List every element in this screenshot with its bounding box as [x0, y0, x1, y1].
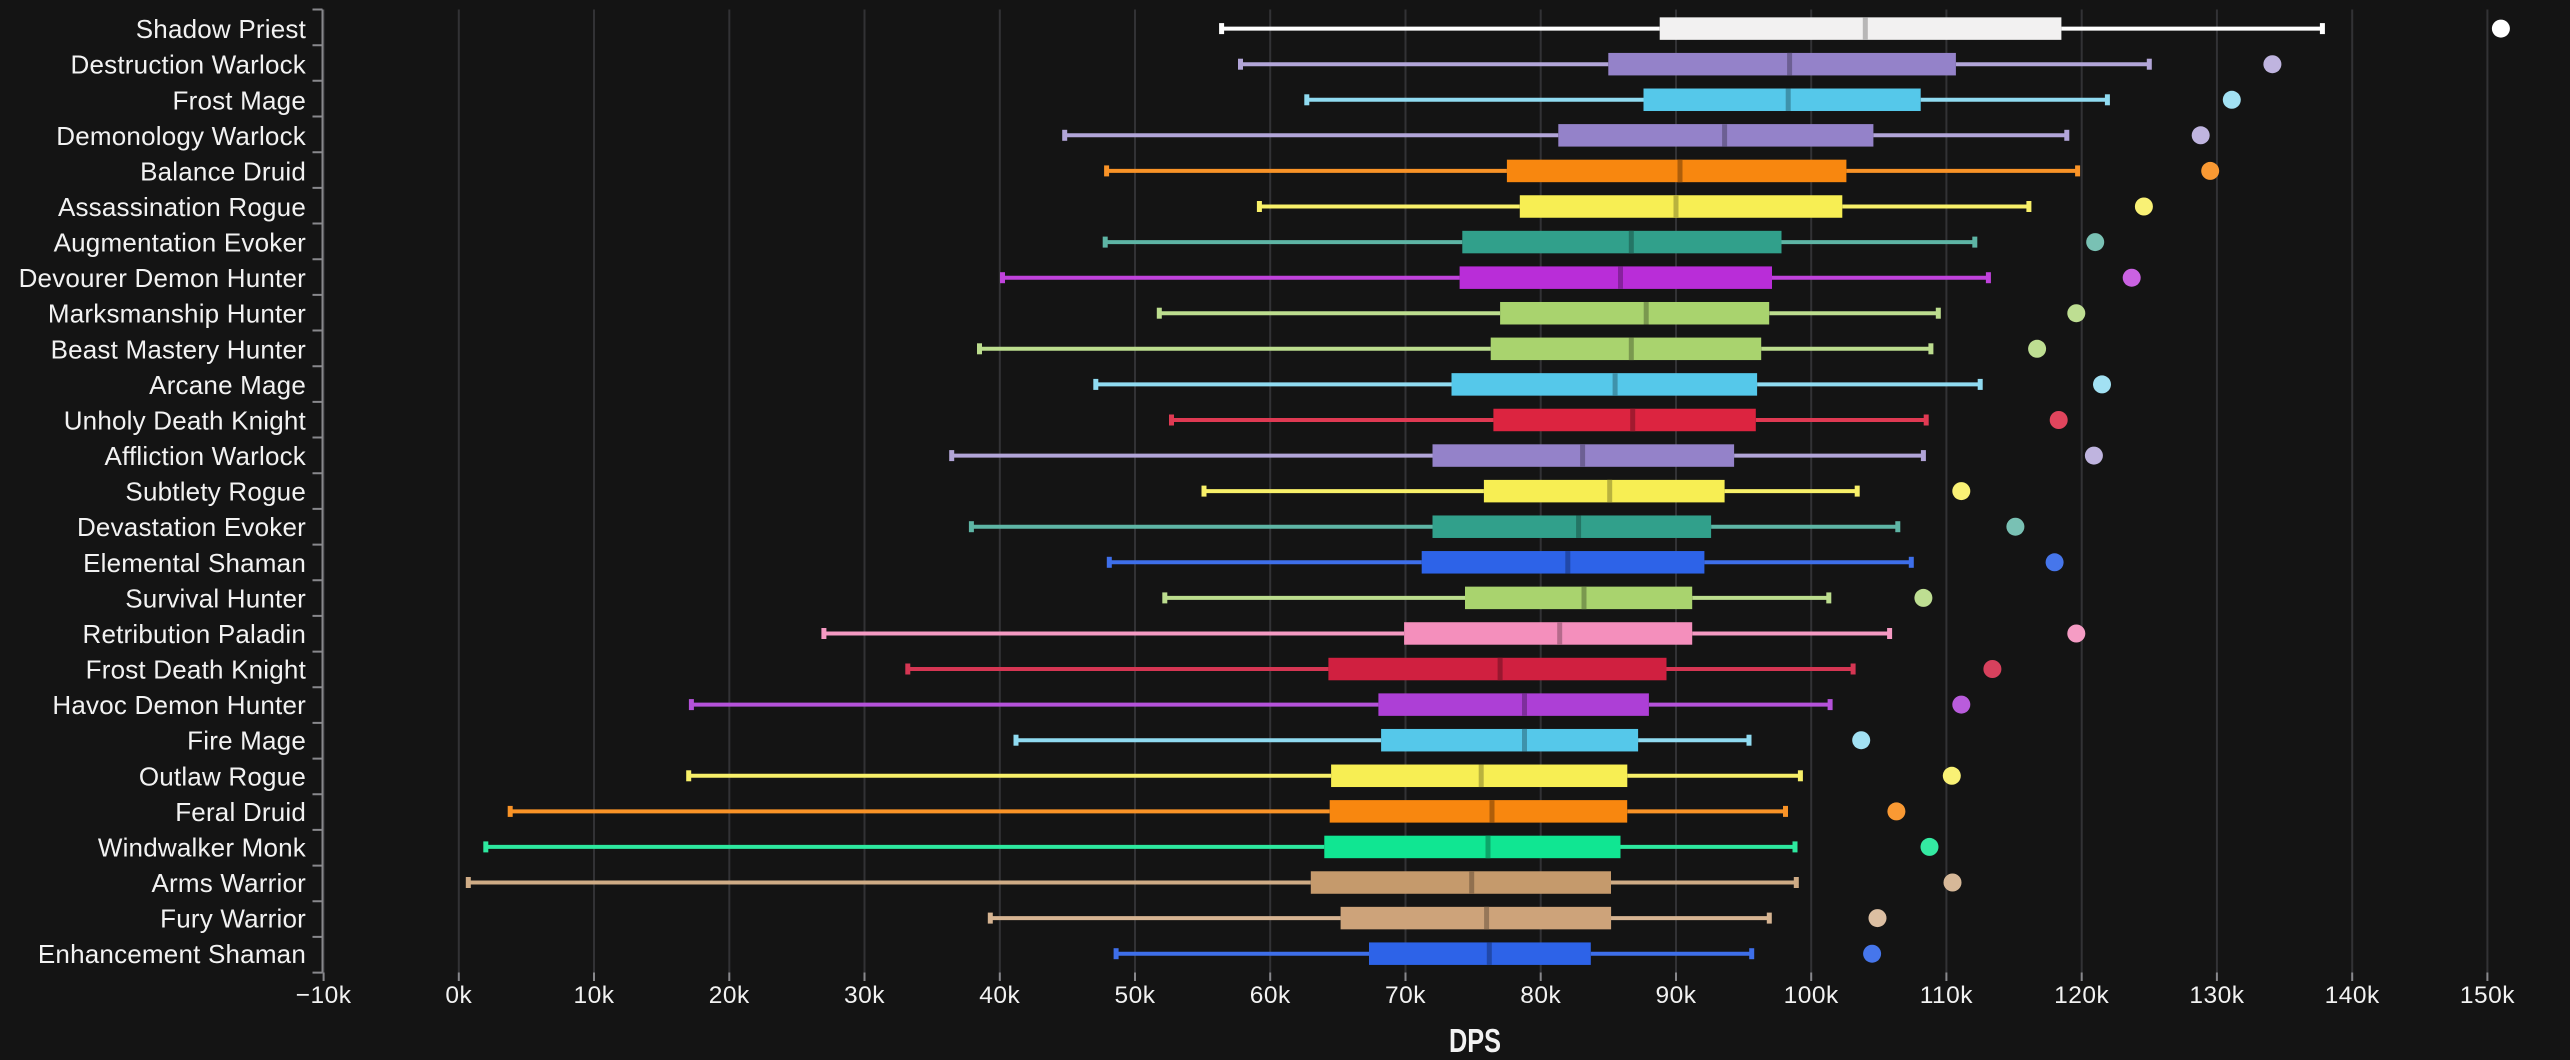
svg-text:150k: 150k — [2460, 982, 2515, 1009]
svg-text:Devourer Demon Hunter: Devourer Demon Hunter — [19, 263, 307, 293]
svg-text:Retribution Paladin: Retribution Paladin — [83, 619, 307, 649]
svg-text:Feral Druid: Feral Druid — [175, 797, 306, 827]
svg-text:Outlaw Rogue: Outlaw Rogue — [139, 761, 306, 791]
svg-text:Marksmanship Hunter: Marksmanship Hunter — [48, 299, 306, 329]
svg-text:−10k: −10k — [296, 982, 352, 1009]
svg-text:Havoc Demon Hunter: Havoc Demon Hunter — [52, 690, 306, 720]
svg-text:Affliction Warlock: Affliction Warlock — [104, 441, 306, 471]
svg-text:70k: 70k — [1385, 982, 1426, 1009]
svg-text:Demonology Warlock: Demonology Warlock — [56, 121, 307, 151]
svg-text:Frost Mage: Frost Mage — [173, 85, 307, 115]
svg-text:Beast Mastery Hunter: Beast Mastery Hunter — [51, 334, 307, 364]
svg-text:Assassination Rogue: Assassination Rogue — [58, 192, 306, 222]
svg-text:130k: 130k — [2189, 982, 2244, 1009]
svg-text:Subtlety Rogue: Subtlety Rogue — [125, 477, 306, 507]
svg-text:100k: 100k — [1784, 982, 1839, 1009]
svg-text:50k: 50k — [1114, 982, 1155, 1009]
svg-text:40k: 40k — [979, 982, 1020, 1009]
svg-text:Arms Warrior: Arms Warrior — [151, 868, 306, 898]
svg-text:Survival Hunter: Survival Hunter — [125, 583, 306, 613]
svg-text:20k: 20k — [709, 982, 750, 1009]
svg-text:80k: 80k — [1520, 982, 1561, 1009]
svg-text:0k: 0k — [445, 982, 472, 1009]
svg-text:110k: 110k — [1920, 982, 1974, 1009]
svg-text:140k: 140k — [2325, 982, 2380, 1009]
svg-text:30k: 30k — [844, 982, 885, 1009]
svg-text:Fire Mage: Fire Mage — [187, 726, 306, 756]
svg-text:DPS: DPS — [1449, 1022, 1501, 1059]
svg-text:Windwalker Monk: Windwalker Monk — [98, 832, 307, 862]
svg-text:Fury Warrior: Fury Warrior — [160, 904, 306, 934]
svg-text:Shadow Priest: Shadow Priest — [136, 14, 307, 44]
svg-text:Unholy Death Knight: Unholy Death Knight — [64, 406, 307, 436]
svg-text:Arcane Mage: Arcane Mage — [149, 370, 306, 400]
svg-text:Devastation Evoker: Devastation Evoker — [77, 512, 306, 542]
svg-text:Balance Druid: Balance Druid — [140, 156, 306, 186]
svg-text:Frost Death Knight: Frost Death Knight — [86, 655, 307, 685]
svg-text:120k: 120k — [2054, 982, 2109, 1009]
svg-text:10k: 10k — [573, 982, 614, 1009]
svg-text:60k: 60k — [1250, 982, 1291, 1009]
svg-text:Enhancement Shaman: Enhancement Shaman — [38, 939, 306, 969]
svg-text:Augmentation Evoker: Augmentation Evoker — [54, 228, 307, 258]
svg-text:Elemental Shaman: Elemental Shaman — [83, 548, 306, 578]
svg-text:Destruction Warlock: Destruction Warlock — [71, 50, 307, 80]
svg-text:90k: 90k — [1655, 982, 1696, 1009]
